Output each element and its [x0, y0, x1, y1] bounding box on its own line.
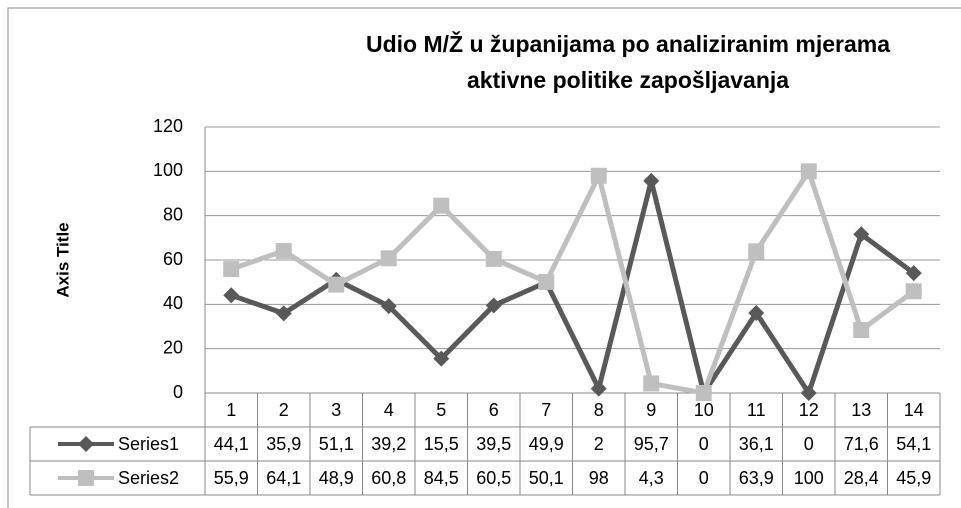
x-tick-label: 3: [331, 400, 341, 420]
marker: [223, 287, 240, 304]
y-tick-label: 0: [173, 382, 183, 402]
x-tick-label: 7: [541, 400, 551, 420]
table-value: 63,9: [739, 468, 774, 488]
marker: [905, 283, 922, 300]
table-value: 49,9: [529, 434, 564, 454]
marker: [380, 250, 397, 267]
legend-label: Series1: [118, 434, 179, 454]
marker: [905, 265, 922, 282]
table-value: 0: [804, 434, 814, 454]
y-tick-label: 120: [153, 116, 183, 136]
marker: [275, 305, 292, 322]
marker: [380, 298, 397, 315]
marker: [643, 172, 660, 189]
marker: [538, 273, 555, 290]
marker: [78, 470, 94, 486]
table-value: 64,1: [266, 468, 301, 488]
marker: [748, 304, 765, 321]
marker: [853, 226, 870, 243]
table-value: 39,5: [476, 434, 511, 454]
legend-label: Series2: [118, 468, 179, 488]
x-tick-label: 10: [694, 400, 714, 420]
chart-title: Udio M/Ž u županijama po analiziranim mj…: [366, 30, 890, 57]
table-value: 39,2: [371, 434, 406, 454]
y-tick-label: 40: [163, 293, 183, 313]
x-tick-label: 1: [226, 400, 236, 420]
series-line: [230, 168, 916, 396]
table-value: 95,7: [634, 434, 669, 454]
marker: [433, 197, 450, 214]
table-value: 15,5: [424, 434, 459, 454]
table-value: 54,1: [896, 434, 931, 454]
marker: [853, 322, 870, 339]
chart-border: [7, 7, 961, 508]
table-value: 0: [699, 434, 709, 454]
table-value: 45,9: [896, 468, 931, 488]
x-tick-label: 5: [436, 400, 446, 420]
table-value: 36,1: [739, 434, 774, 454]
x-tick-label: 11: [747, 400, 766, 420]
table-value: 51,1: [319, 434, 354, 454]
y-axis-title: Axis Title: [53, 222, 72, 297]
table-value: 48,9: [319, 468, 354, 488]
marker: [800, 385, 817, 401]
table-value: 71,6: [844, 434, 879, 454]
x-tick-label: 8: [594, 400, 604, 420]
chart-title: aktivne politike zapošljavanja: [467, 67, 789, 93]
table-value: 98: [589, 468, 609, 488]
marker: [223, 261, 240, 278]
table-value: 35,9: [266, 434, 301, 454]
x-tick-label: 14: [904, 400, 924, 420]
marker: [590, 167, 607, 184]
series-line: [230, 178, 916, 396]
marker: [590, 380, 607, 397]
x-tick-label: 12: [799, 400, 819, 420]
y-tick-label: 80: [163, 204, 183, 224]
table-value: 84,5: [424, 468, 459, 488]
marker: [748, 243, 765, 260]
table-value: 0: [699, 468, 709, 488]
marker: [695, 385, 712, 401]
x-tick-label: 4: [384, 400, 394, 420]
y-tick-label: 20: [163, 337, 183, 357]
table-value: 55,9: [214, 468, 249, 488]
table-value: 100: [794, 468, 824, 488]
marker: [328, 276, 345, 293]
marker: [800, 163, 817, 180]
table-value: 28,4: [844, 468, 879, 488]
table-value: 44,1: [214, 434, 249, 454]
marker: [485, 297, 502, 314]
table-value: 60,5: [476, 468, 511, 488]
table-value: 50,1: [529, 468, 564, 488]
marker: [433, 350, 450, 367]
table-value: 2: [594, 434, 604, 454]
y-tick-label: 100: [153, 160, 183, 180]
x-tick-label: 6: [489, 400, 499, 420]
table-value: 60,8: [371, 468, 406, 488]
marker: [78, 436, 94, 452]
x-tick-label: 2: [279, 400, 289, 420]
marker: [485, 250, 502, 267]
x-tick-label: 13: [851, 400, 871, 420]
table-value: 4,3: [639, 468, 664, 488]
y-tick-label: 60: [163, 249, 183, 269]
x-tick-label: 9: [646, 400, 656, 420]
marker: [275, 242, 292, 259]
marker: [643, 375, 660, 392]
